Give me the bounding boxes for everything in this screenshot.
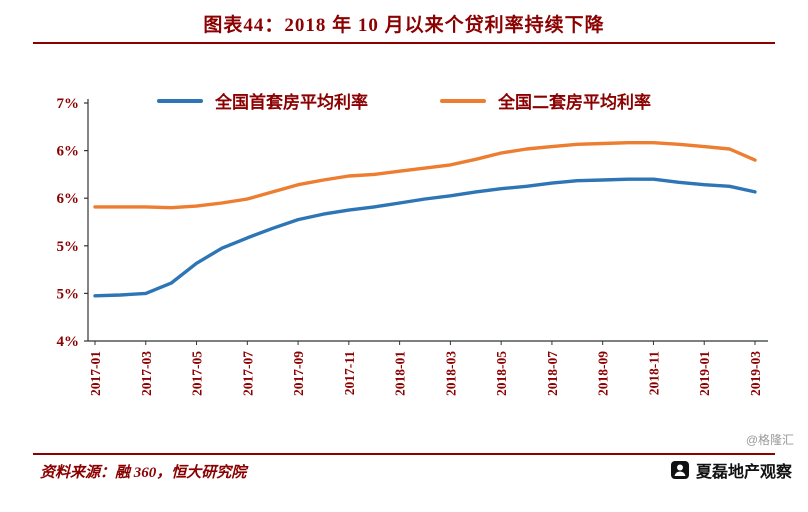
x-tick-label: 2018-01: [393, 351, 408, 396]
legend-swatch-second-home: [440, 98, 486, 103]
x-tick-label: 2017-05: [190, 351, 205, 396]
legend-item-second-home: 全国二套房平均利率: [440, 88, 651, 113]
x-tick-label: 2017-03: [139, 351, 154, 396]
y-tick-label: 6%: [57, 191, 80, 207]
y-tick-label: 4%: [57, 334, 80, 350]
source-text: 资料来源：融 360，恒大研究院: [40, 465, 247, 481]
legend-label-second-home: 全国二套房平均利率: [498, 93, 651, 112]
x-tick-label: 2018-09: [596, 351, 611, 396]
x-tick-label: 2018-11: [646, 351, 661, 396]
page-title: 图表44：2018 年 10 月以来个贷利率持续下降: [203, 15, 605, 36]
title-divider: [33, 42, 775, 44]
watermark-text: @格隆汇: [745, 433, 794, 447]
x-tick-label: 2018-07: [545, 351, 560, 396]
legend-swatch-first-home: [157, 98, 203, 103]
series-line-second-home-rate: [93, 140, 757, 210]
footer-divider: [33, 453, 775, 455]
x-tick-label: 2019-01: [697, 351, 712, 396]
y-tick-label: 5%: [57, 239, 80, 255]
brand-name: 夏磊地产观察: [695, 464, 792, 481]
brand-logo-icon: [670, 461, 689, 479]
chart-legend: 全国首套房平均利率 全国二套房平均利率: [0, 88, 808, 113]
series-line-first-home-rate: [93, 177, 757, 298]
x-tick-label: 2018-05: [494, 351, 509, 396]
y-tick-label: 6%: [57, 144, 80, 160]
legend-item-first-home: 全国首套房平均利率: [157, 88, 368, 113]
x-tick-label: 2017-09: [291, 351, 306, 396]
y-tick-label: 5%: [57, 286, 80, 302]
y-tick-label: 7%: [57, 96, 80, 112]
brand-block: 夏磊地产观察: [670, 458, 792, 482]
x-tick-label: 2017-07: [240, 351, 255, 396]
legend-label-first-home: 全国首套房平均利率: [215, 93, 368, 112]
x-tick-label: 2018-03: [443, 351, 458, 396]
x-tick-label: 2019-03: [748, 351, 763, 396]
x-tick-label: 2017-01: [88, 351, 103, 396]
x-tick-label: 2017-11: [342, 351, 357, 396]
